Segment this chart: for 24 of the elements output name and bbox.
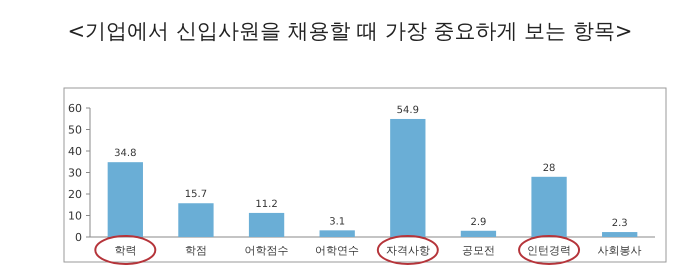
data-label: 3.1 <box>329 216 346 228</box>
x-tick-label: 사회봉사 <box>598 244 642 257</box>
y-tick-label: 50 <box>68 124 82 136</box>
x-tick-label: 어학점수 <box>244 244 289 257</box>
data-label: 54.9 <box>396 104 419 116</box>
x-tick-label: 자격사항 <box>386 244 430 257</box>
y-tick-label: 60 <box>68 102 82 115</box>
y-tick-label: 0 <box>75 231 82 244</box>
y-tick-label: 30 <box>68 166 82 180</box>
x-tick-label: 인턴경력 <box>527 244 572 257</box>
y-tick-label: 10 <box>68 210 82 222</box>
y-tick-label: 20 <box>68 188 82 201</box>
data-label: 28 <box>542 162 556 174</box>
x-tick-label: 공모전 <box>462 244 495 257</box>
title: <기업에서 신입사원을 채용할 때 가장 중요하게 보는 항목> <box>68 19 632 43</box>
x-tick-label: 학점 <box>184 244 207 257</box>
x-tick-label: 학력 <box>114 244 136 257</box>
data-label: 2.3 <box>612 218 628 230</box>
data-label: 2.9 <box>470 216 486 228</box>
x-tick-label: 어학연수 <box>315 244 360 257</box>
data-label: 11.2 <box>255 198 278 210</box>
y-tick-label: 40 <box>68 145 82 158</box>
data-label: 15.7 <box>184 189 208 200</box>
data-label: 34.8 <box>114 148 136 160</box>
